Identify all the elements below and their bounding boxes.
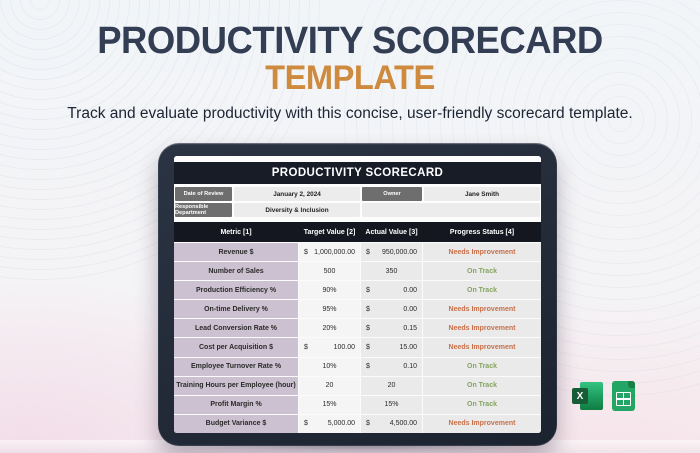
metric-cell: On-time Delivery % bbox=[174, 300, 298, 319]
actual-value-cell: $15.00 bbox=[361, 338, 422, 357]
column-header-target-value: Target Value [2] bbox=[303, 228, 356, 236]
date-of-review-label: Date of Review bbox=[175, 187, 232, 201]
cell-value: 0.00 bbox=[403, 286, 417, 294]
column-header-metric: Metric [1] bbox=[220, 228, 252, 236]
actual-value-cell: $4,500.00 bbox=[361, 414, 422, 433]
actual-value-cell: $0.10 bbox=[361, 357, 422, 376]
hero-header: PRODUCTIVITY SCORECARD TEMPLATE Track an… bbox=[0, 22, 700, 123]
progress-status-cell: Needs Improvement bbox=[423, 243, 541, 262]
progress-status-cell: Needs Improvement bbox=[423, 319, 541, 338]
table-row: Production Efficiency % 90% $0.00 On Track bbox=[174, 281, 541, 300]
column-header-actual-value: Actual Value [3] bbox=[365, 228, 418, 236]
cell-value: 15.00 bbox=[399, 344, 417, 352]
page-title-line2: TEMPLATE bbox=[265, 58, 435, 97]
currency-symbol: $ bbox=[366, 305, 370, 313]
metric-cell: Cost per Acquisition $ bbox=[174, 338, 298, 357]
metric-cell: Employee Turnover Rate % bbox=[174, 357, 298, 376]
table-header-row: Metric [1] Target Value [2] Actual Value… bbox=[174, 222, 541, 242]
cell-value: 100.00 bbox=[333, 344, 355, 352]
metric-cell: Profit Margin % bbox=[174, 395, 298, 414]
info-empty-cell bbox=[362, 203, 540, 217]
progress-status-cell: Needs Improvement bbox=[423, 300, 541, 319]
progress-status-cell: On Track bbox=[423, 376, 541, 395]
actual-value-cell: 20 bbox=[361, 376, 422, 395]
scorecard-info-grid: Date of Review January 2, 2024 Owner Jan… bbox=[174, 184, 541, 219]
cell-value: 0.15 bbox=[403, 324, 417, 332]
table-row: Budget Variance $ $5,000.00 $4,500.00 Needs… bbox=[174, 414, 541, 433]
tablet-mockup: PRODUCTIVITY SCORECARD Date of Review Ja… bbox=[158, 143, 557, 446]
target-value-cell: $5,000.00 bbox=[299, 414, 360, 433]
date-of-review-value[interactable]: January 2, 2024 bbox=[234, 187, 360, 201]
target-value-cell: 20% bbox=[299, 319, 360, 338]
table-row: Profit Margin % 15% 15% On Track bbox=[174, 395, 541, 414]
sheets-folded-corner bbox=[628, 381, 635, 388]
actual-value-cell: $0.00 bbox=[361, 300, 422, 319]
score-table-body: Revenue $ $1,000,000.00 $950,000.00 Needs I… bbox=[174, 243, 541, 433]
metric-cell: Number of Sales bbox=[174, 262, 298, 281]
currency-symbol: $ bbox=[304, 420, 308, 428]
currency-symbol: $ bbox=[366, 248, 370, 256]
excel-x-glyph: X bbox=[572, 388, 588, 404]
cell-value: 5,000.00 bbox=[327, 420, 355, 428]
metric-cell: Revenue $ bbox=[174, 243, 298, 262]
screen-top-strip bbox=[174, 156, 541, 162]
tablet-screen: PRODUCTIVITY SCORECARD Date of Review Ja… bbox=[174, 156, 541, 433]
google-sheets-icon bbox=[612, 381, 635, 411]
table-row: Revenue $ $1,000,000.00 $950,000.00 Needs I… bbox=[174, 243, 541, 262]
table-row: Number of Sales 500 350 On Track bbox=[174, 262, 541, 281]
cell-value: 0.10 bbox=[403, 363, 417, 371]
target-value-cell: 10% bbox=[299, 357, 360, 376]
progress-status-cell: Needs Improvement bbox=[423, 338, 541, 357]
cell-value: 1,000,000.00 bbox=[314, 248, 355, 256]
metric-cell: Budget Variance $ bbox=[174, 414, 298, 433]
table-row: Employee Turnover Rate % 10% $0.10 On Track bbox=[174, 357, 541, 376]
excel-icon: X bbox=[572, 381, 603, 411]
table-row: Lead Conversion Rate % 20% $0.15 Needs Impr… bbox=[174, 319, 541, 338]
scorecard-table: Metric [1] Target Value [2] Actual Value… bbox=[174, 219, 541, 433]
currency-symbol: $ bbox=[304, 344, 308, 352]
metric-cell: Training Hours per Employee (hour) bbox=[174, 376, 298, 395]
target-value-cell: $1,000,000.00 bbox=[299, 243, 360, 262]
target-value-cell: 20 bbox=[299, 376, 360, 395]
owner-label: Owner bbox=[362, 187, 422, 201]
owner-value[interactable]: Jane Smith bbox=[424, 187, 540, 201]
spreadsheet-title-bar: PRODUCTIVITY SCORECARD bbox=[174, 162, 541, 184]
responsible-department-label: Responsible Department bbox=[175, 203, 232, 217]
metric-cell: Lead Conversion Rate % bbox=[174, 319, 298, 338]
currency-symbol: $ bbox=[366, 420, 370, 428]
column-header-progress-status: Progress Status [4] bbox=[449, 228, 515, 236]
currency-symbol: $ bbox=[366, 363, 370, 371]
actual-value-cell: $0.00 bbox=[361, 281, 422, 300]
target-value-cell: 95% bbox=[299, 300, 360, 319]
table-row: Training Hours per Employee (hour) 20 20 On… bbox=[174, 376, 541, 395]
actual-value-cell: $0.15 bbox=[361, 319, 422, 338]
cell-value: 950,000.00 bbox=[381, 248, 417, 256]
currency-symbol: $ bbox=[304, 248, 308, 256]
cell-value: 0.00 bbox=[403, 305, 417, 313]
progress-status-cell: Needs Improvement bbox=[423, 414, 541, 433]
responsible-department-value[interactable]: Diversity & Inclusion bbox=[234, 203, 360, 217]
table-row: On-time Delivery % 95% $0.00 Needs Improvem… bbox=[174, 300, 541, 319]
target-value-cell: 90% bbox=[299, 281, 360, 300]
currency-symbol: $ bbox=[366, 344, 370, 352]
file-format-badges: X bbox=[572, 381, 635, 411]
page-title-line1: PRODUCTIVITY SCORECARD bbox=[97, 20, 603, 62]
actual-value-cell: 350 bbox=[361, 262, 422, 281]
progress-status-cell: On Track bbox=[423, 262, 541, 281]
target-value-cell: $100.00 bbox=[299, 338, 360, 357]
metric-cell: Production Efficiency % bbox=[174, 281, 298, 300]
actual-value-cell: 15% bbox=[361, 395, 422, 414]
currency-symbol: $ bbox=[366, 286, 370, 294]
table-row: Cost per Acquisition $ $100.00 $15.00 Needs… bbox=[174, 338, 541, 357]
target-value-cell: 500 bbox=[299, 262, 360, 281]
sheets-grid-glyph bbox=[616, 392, 631, 406]
cell-value: 4,500.00 bbox=[389, 420, 417, 428]
progress-status-cell: On Track bbox=[423, 357, 541, 376]
progress-status-cell: On Track bbox=[423, 281, 541, 300]
page-subtitle: Track and evaluate productivity with thi… bbox=[67, 105, 633, 123]
progress-status-cell: On Track bbox=[423, 395, 541, 414]
actual-value-cell: $950,000.00 bbox=[361, 243, 422, 262]
target-value-cell: 15% bbox=[299, 395, 360, 414]
currency-symbol: $ bbox=[366, 324, 370, 332]
